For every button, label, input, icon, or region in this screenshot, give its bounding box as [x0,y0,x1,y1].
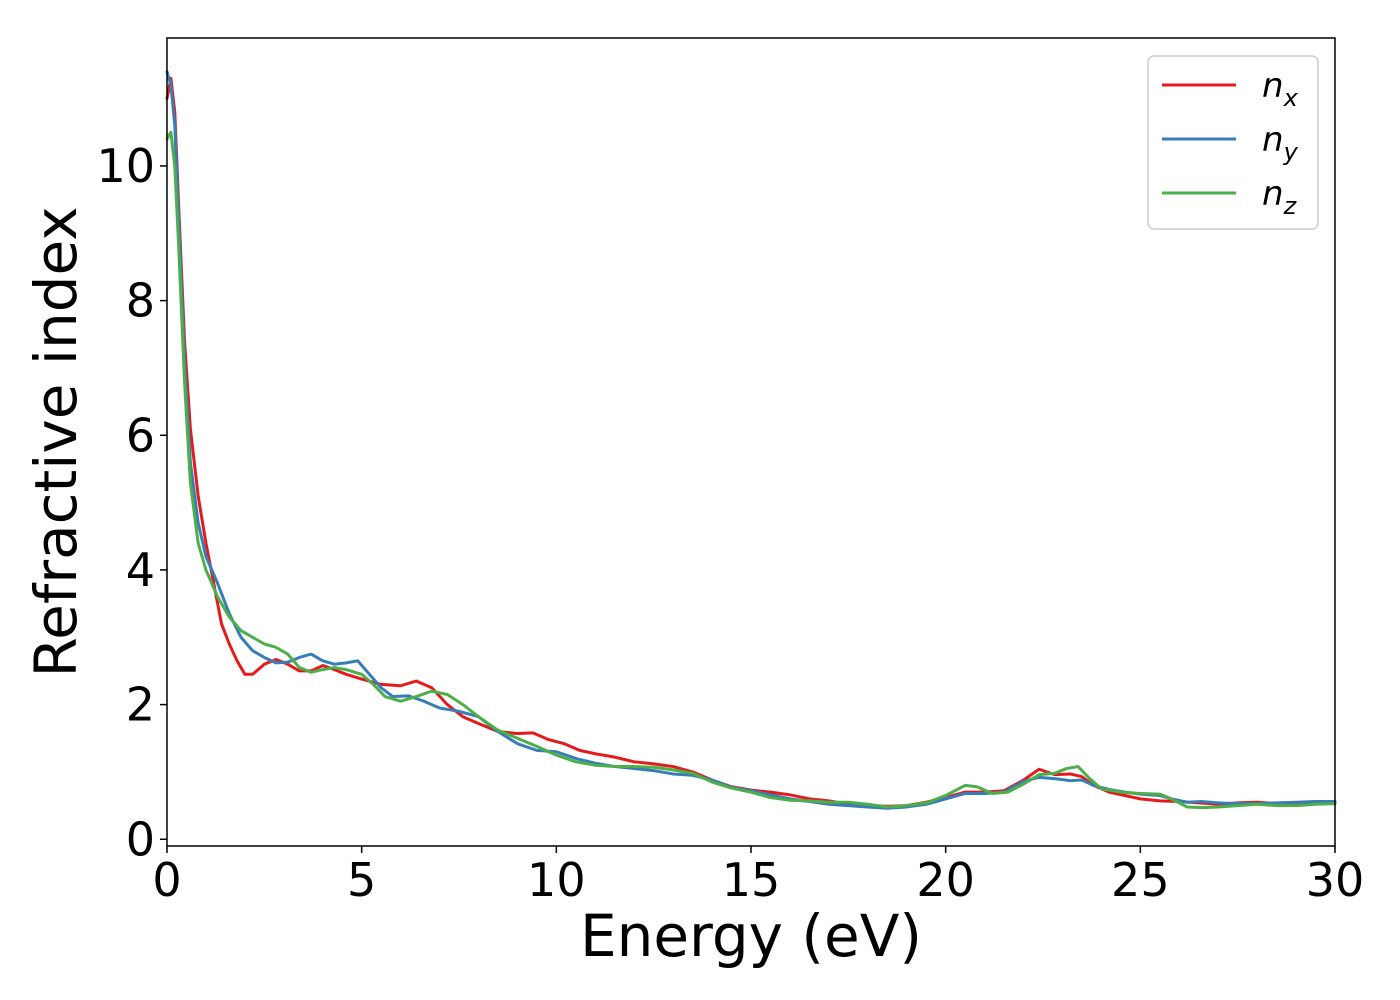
x-tick-label: 15 [722,853,781,907]
x-tick-label: 30 [1306,853,1365,907]
x-tick-label: 0 [152,853,181,907]
y-tick-label: 0 [126,812,155,866]
y-tick-label: 2 [126,678,155,732]
x-tick-label: 25 [1111,853,1170,907]
legend-box [1147,55,1319,230]
y-axis-label: Refractive index [22,206,90,677]
series-line-nz [165,130,1337,810]
y-tick-label: 10 [96,139,155,193]
x-tick-label: 20 [916,853,975,907]
x-axis-ticks: 0 5 10 15 20 25 30 [152,846,1364,907]
x-tick-label: 10 [527,853,586,907]
y-axis-ticks: 0 2 4 6 8 10 [96,139,167,866]
y-tick-label: 8 [126,274,155,328]
series-layer [165,70,1337,810]
y-tick-label: 4 [126,543,155,597]
x-tick-label: 5 [347,853,376,907]
y-tick-label: 6 [126,408,155,462]
x-axis-label: Energy (eV) [580,902,922,970]
